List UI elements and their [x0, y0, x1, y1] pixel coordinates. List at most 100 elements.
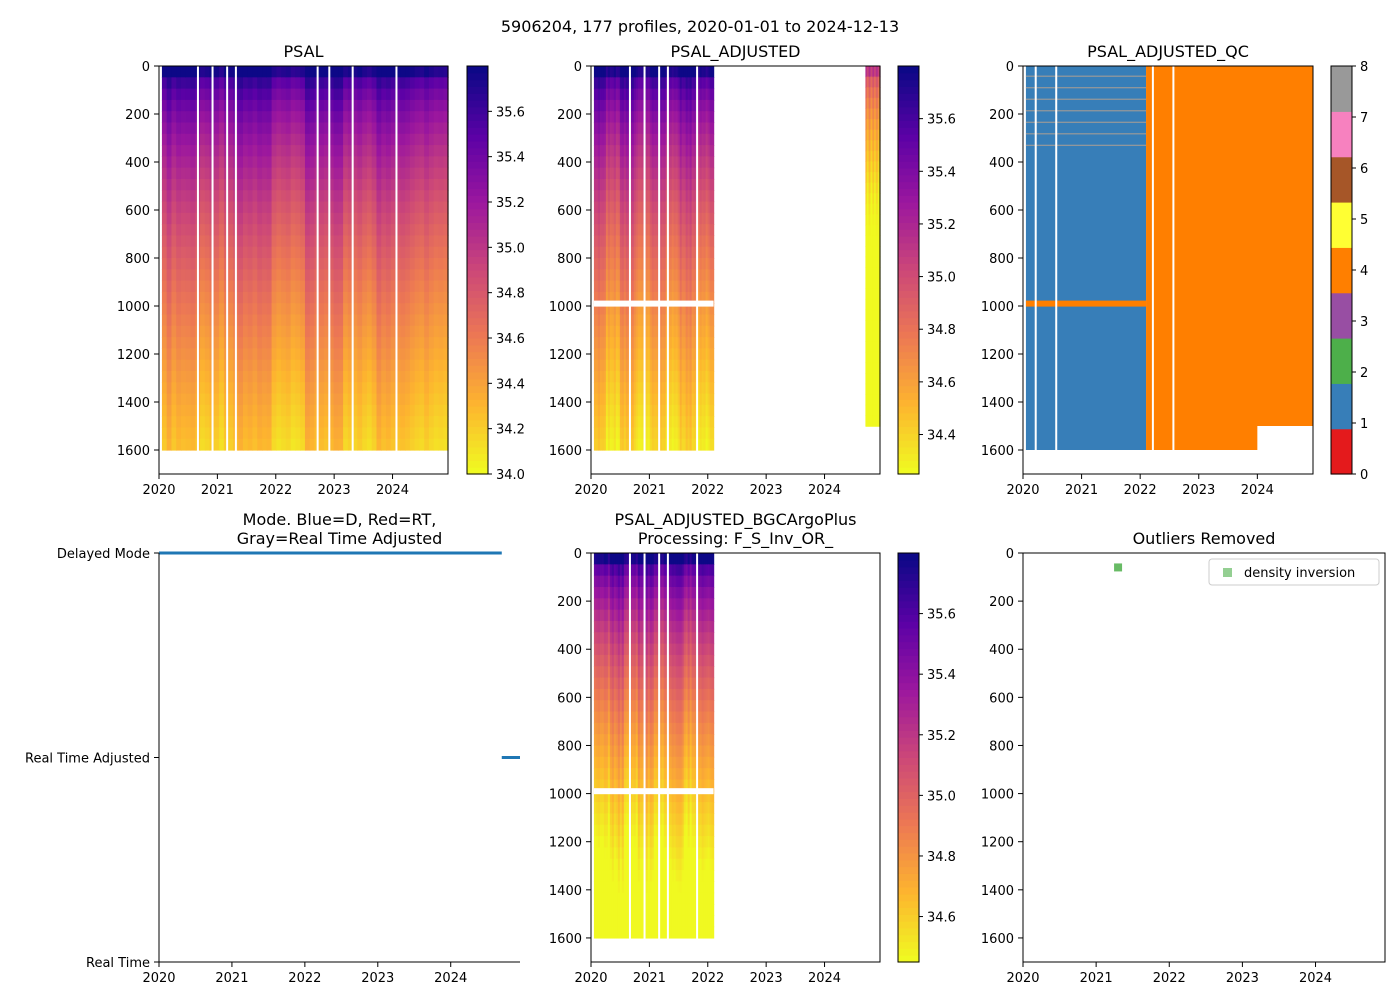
heatmap-cell [419, 303, 425, 316]
heatmap-cell [701, 325, 705, 338]
heatmap-cell [271, 224, 277, 237]
heatmap-cell [645, 382, 649, 395]
heatmap-cell [595, 325, 599, 338]
heatmap-cell [595, 224, 599, 237]
heatmap-cell [663, 359, 667, 372]
heatmap-cell [689, 66, 693, 78]
heatmap-cell [631, 212, 635, 225]
heatmap-cell [366, 404, 373, 417]
heatmap-cell [645, 258, 649, 270]
heatmap-cell [338, 382, 344, 395]
heatmap-cell [685, 303, 689, 316]
heatmap-cell [285, 88, 292, 101]
heatmap-cell [357, 258, 363, 270]
heatmap-cell [357, 156, 363, 169]
heatmap-cell [677, 325, 681, 338]
heatmap-cell [362, 314, 368, 327]
heatmap-cell [252, 66, 258, 78]
heatmap-cell [433, 145, 440, 157]
heatmap-cell [300, 416, 306, 429]
heatmap-cell [631, 178, 635, 191]
heatmap-cell [709, 291, 713, 304]
heatmap-cell [641, 66, 645, 78]
heatmap-cell [333, 314, 339, 327]
heatmap-cell [675, 201, 679, 214]
heatmap-cell [409, 66, 416, 78]
heatmap-cell [262, 99, 268, 112]
heatmap-cell [705, 303, 709, 316]
heatmap-cell [651, 99, 655, 112]
heatmap-cell [623, 122, 627, 135]
heatmap-cell [621, 88, 625, 101]
heatmap-cell [603, 133, 607, 146]
heatmap-cell [200, 212, 206, 225]
heatmap-cell [619, 145, 623, 157]
heatmap-cell [595, 280, 599, 293]
heatmap-cell [675, 122, 679, 135]
heatmap-cell [707, 133, 711, 146]
heatmap-cell [285, 404, 292, 417]
heatmap-cell [405, 303, 411, 316]
heatmap-cell [247, 258, 254, 270]
heatmap-cell [647, 269, 651, 282]
heatmap-cell [304, 122, 311, 135]
heatmap-cell [607, 291, 611, 304]
y-tick-label: 1400 [549, 396, 582, 411]
heatmap-cell [689, 258, 693, 270]
heatmap-cell [675, 99, 679, 112]
heatmap-cell [386, 359, 392, 372]
heatmap-cell [667, 212, 671, 225]
heatmap-cell [675, 427, 679, 440]
colorbar-segment [467, 270, 488, 278]
heatmap-cell [641, 156, 645, 169]
heatmap-cell [651, 325, 655, 338]
heatmap-cell [171, 382, 177, 395]
heatmap-cell [693, 235, 697, 248]
colorbar-segment [467, 453, 488, 461]
heatmap-cell [281, 167, 287, 180]
y-tick-label: 1200 [549, 348, 582, 363]
heatmap-cell [677, 212, 681, 225]
heatmap-cell [687, 337, 691, 349]
heatmap-cell [285, 370, 292, 383]
heatmap-cell [669, 337, 673, 349]
heatmap-cell [667, 280, 671, 293]
heatmap-cell [699, 99, 703, 112]
heatmap-cell [661, 291, 665, 304]
heatmap-cell [693, 258, 697, 270]
heatmap-cell [671, 99, 675, 112]
heatmap-cell [171, 325, 177, 338]
heatmap-cell [381, 269, 387, 282]
heatmap-cell [663, 269, 667, 282]
heatmap-cell [707, 99, 711, 112]
heatmap-cell [701, 359, 705, 372]
heatmap-cell [228, 88, 235, 101]
heatmap-cell [661, 416, 665, 429]
heatmap-cell [605, 348, 609, 361]
heatmap-cell [204, 224, 211, 237]
heatmap-cell [705, 269, 709, 282]
heatmap-cell [651, 393, 655, 406]
heatmap-cell [683, 224, 687, 237]
heatmap-cell [601, 348, 605, 361]
heatmap-cell [603, 280, 607, 293]
heatmap-cell [687, 201, 691, 214]
heatmap-cell [667, 393, 671, 406]
heatmap-cell [667, 77, 671, 90]
heatmap-cell [376, 314, 382, 327]
heatmap-cell [653, 99, 657, 112]
heatmap-cell [659, 370, 663, 383]
heatmap-cell [433, 269, 440, 282]
heatmap-cell [609, 291, 613, 304]
heatmap-cell [609, 99, 613, 112]
heatmap-cell [637, 337, 641, 349]
heatmap-cell [409, 416, 416, 429]
heatmap-cell [637, 201, 641, 214]
heatmap-cell [605, 77, 609, 90]
heatmap-cell [428, 359, 435, 372]
heatmap-cell [219, 167, 225, 180]
heatmap-cell [257, 66, 263, 78]
heatmap-cell [338, 190, 344, 203]
heatmap-cell [376, 190, 382, 203]
heatmap-cell [366, 88, 373, 101]
